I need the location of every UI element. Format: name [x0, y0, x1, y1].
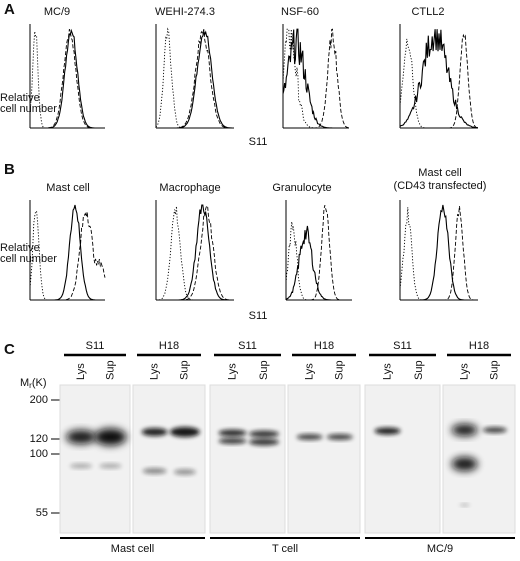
lane-label: Sup	[489, 360, 501, 380]
x-axis-label: S11	[249, 136, 268, 148]
histogram-title: WEHI-274.3	[155, 6, 215, 18]
blot-band	[459, 503, 470, 507]
mw-label-part: M	[20, 377, 29, 389]
histogram-curve	[156, 204, 234, 301]
histogram-curve	[156, 204, 234, 301]
histogram-curve	[399, 38, 478, 129]
blot-panel	[364, 384, 441, 534]
histogram-title: NSF-60	[281, 6, 319, 18]
blot-band	[451, 424, 478, 436]
y-axis-label: cell number	[0, 253, 57, 265]
blot-band	[142, 468, 167, 474]
panel-label: C	[4, 341, 15, 358]
blot-band	[70, 463, 92, 469]
mw-label: Mr(K)	[20, 377, 47, 390]
antibody-label: H18	[469, 340, 489, 352]
histogram-curve	[30, 29, 105, 129]
histogram-curve	[285, 221, 352, 301]
histogram-title: Macrophage	[159, 182, 220, 194]
histogram-curve	[282, 28, 349, 129]
histogram-curve	[286, 205, 352, 301]
antibody-label: S11	[393, 340, 412, 352]
y-axis-label: cell number	[0, 103, 57, 115]
mw-marker: 200	[30, 394, 48, 406]
lane-label: Sup	[179, 360, 191, 380]
histogram-curve	[30, 211, 106, 301]
lane-label: Lys	[149, 363, 161, 380]
blot-band	[249, 430, 279, 438]
histogram-curve	[283, 28, 350, 129]
antibody-label: S11	[86, 340, 105, 352]
panel-label: B	[4, 161, 15, 178]
blot-band	[66, 430, 96, 444]
y-axis-label: Relative	[0, 92, 40, 104]
blot-panel	[209, 384, 286, 534]
blot-panel	[59, 384, 131, 534]
blot-band	[249, 438, 279, 446]
histogram-title: Granulocyte	[272, 182, 331, 194]
antibody-label: H18	[159, 340, 179, 352]
blot-panel	[287, 384, 361, 534]
blot-band	[218, 429, 247, 437]
histogram-curve	[156, 29, 234, 129]
lane-label: Lys	[75, 363, 87, 380]
blot-band	[141, 428, 168, 436]
x-axis-label: S11	[249, 310, 268, 322]
histogram-curve	[400, 205, 478, 301]
lane-label: Lys	[381, 363, 393, 380]
cell-type-label: Mast cell	[111, 543, 154, 555]
histogram-curve	[400, 204, 478, 301]
blot-band	[218, 438, 247, 444]
histogram-curve	[400, 33, 479, 129]
lane-label: Sup	[104, 360, 116, 380]
histogram-title: MC/9	[44, 6, 70, 18]
blot-band	[169, 427, 200, 437]
lane-label: Sup	[334, 360, 346, 380]
blot-band	[94, 428, 127, 446]
blot-band	[296, 434, 323, 440]
histogram-title: Mast cell	[46, 182, 89, 194]
lane-label: Sup	[258, 360, 270, 380]
cell-type-label: T cell	[272, 543, 298, 555]
antibody-label: S11	[238, 340, 257, 352]
histogram-curve	[156, 206, 234, 301]
blot-panel	[132, 384, 206, 534]
mw-label-part: (K)	[32, 377, 47, 389]
histogram-title: Mast cell	[418, 167, 461, 179]
histogram-curve	[155, 27, 234, 129]
blot-panel	[442, 384, 516, 534]
antibody-label: H18	[314, 340, 334, 352]
mw-marker: 55	[36, 507, 48, 519]
blot-band	[99, 463, 122, 469]
cell-type-label: MC/9	[427, 543, 453, 555]
histogram-title: (CD43 transfected)	[394, 180, 487, 192]
blot-band	[374, 427, 401, 435]
blot-band	[482, 427, 507, 433]
lane-label: Lys	[226, 363, 238, 380]
mw-label-part: r	[29, 381, 32, 390]
histogram-curve	[156, 29, 234, 129]
mw-marker: 120	[30, 433, 48, 445]
lane-label: Sup	[413, 360, 425, 380]
histogram-curve	[282, 28, 349, 129]
histogram-curve	[399, 29, 478, 129]
histogram-title: CTLL2	[411, 6, 444, 18]
histogram-curve	[285, 225, 352, 301]
lane-label: Lys	[459, 363, 471, 380]
blot-band	[451, 457, 478, 471]
panel-label: A	[4, 1, 15, 18]
mw-marker: 100	[30, 448, 48, 460]
lane-label: Lys	[304, 363, 316, 380]
y-axis-label: Relative	[0, 242, 40, 254]
blot-band	[326, 434, 353, 440]
blot-band	[173, 469, 196, 475]
